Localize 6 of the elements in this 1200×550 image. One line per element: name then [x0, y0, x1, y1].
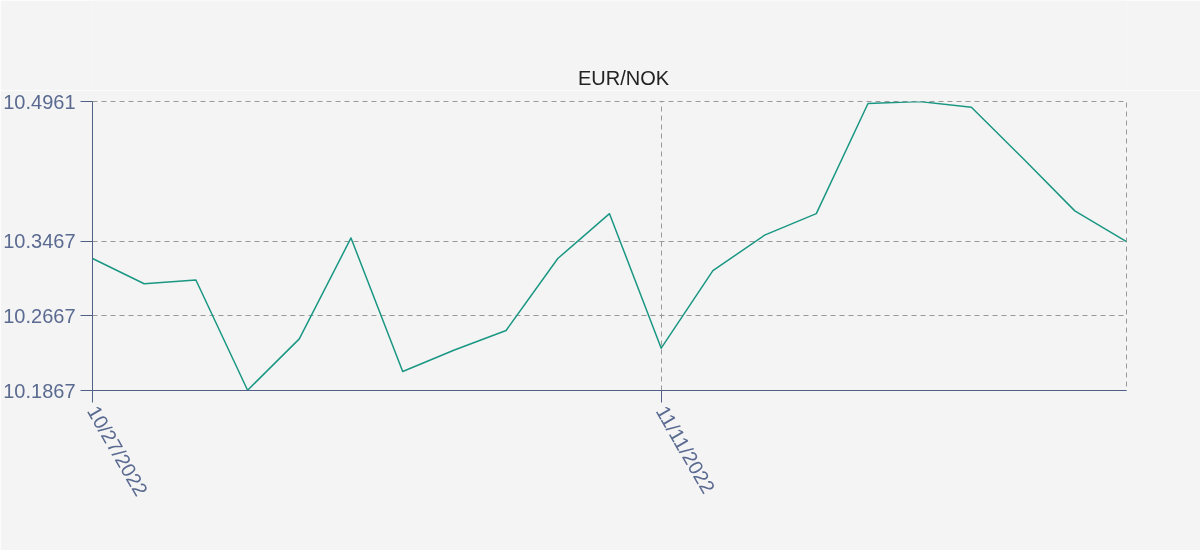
text: EUR/NOK [577, 67, 670, 90]
line-series [92, 101, 1127, 391]
y-tick-label: 10.2667 [3, 304, 76, 327]
y-tick-label: 10.1867 [3, 379, 76, 402]
y-tick-label: 10.4961 [3, 90, 76, 113]
y-tick-label: 10.3467 [3, 230, 76, 253]
